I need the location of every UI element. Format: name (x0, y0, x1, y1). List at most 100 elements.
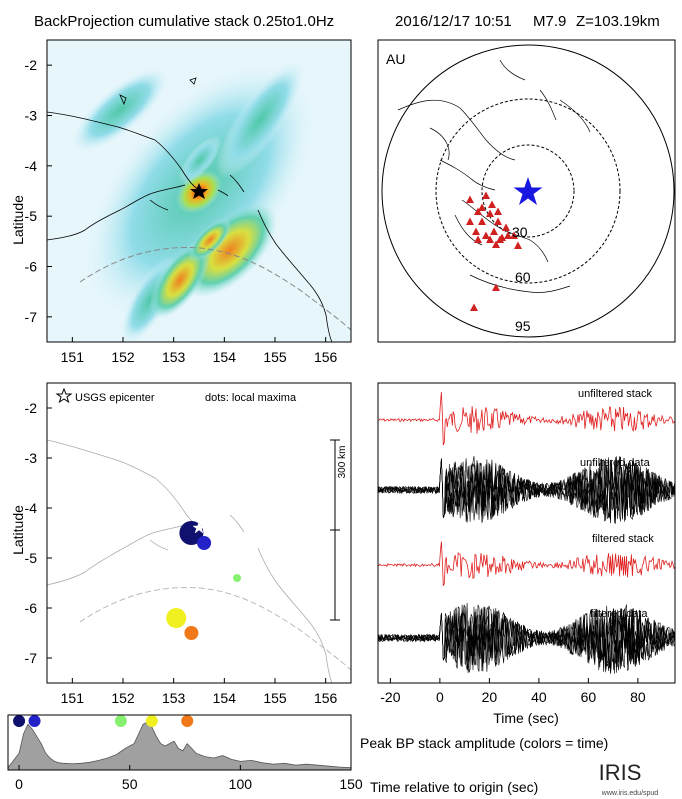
xtick-label: -20 (380, 689, 400, 705)
xtick-label: 155 (263, 349, 287, 365)
station-triangle-icon (478, 203, 486, 211)
xtick-label: 60 (581, 689, 597, 705)
traces-frame (377, 382, 676, 684)
station-triangle-icon (492, 240, 500, 248)
trace-label-unfiltered-stack: unfiltered stack (578, 388, 652, 400)
ytick-label: -7 (25, 309, 38, 325)
amplitude-xticks: 0 50 100 150 (15, 765, 363, 792)
station-triangle-icon (490, 227, 498, 235)
beam-map-ylabel: Latitude (10, 195, 26, 245)
station-triangle-icon (472, 227, 480, 235)
station-triangle-icon (496, 235, 504, 243)
trace-label-unfiltered-data: unfiltered data (580, 457, 651, 469)
xtick-label: 155 (263, 690, 287, 706)
xtick-label: 150 (339, 776, 363, 792)
traces-panel: unfiltered stack unfiltered data filtere… (377, 382, 676, 726)
figure-title: BackProjection cumulative stack 0.25to1.… (34, 13, 334, 30)
distance-ring-30 (481, 144, 575, 238)
station-triangle-icon (474, 207, 482, 215)
maxima-map-xticks: 151 152 153 154 155 156 (61, 678, 338, 706)
ytick-label: -5 (25, 208, 38, 224)
xtick-label: 153 (162, 349, 186, 365)
epicenter-star-icon (190, 183, 208, 199)
maxima-map-ylabel: Latitude (10, 505, 26, 555)
station-triangle-icon (466, 195, 474, 203)
ytick-label: -4 (25, 500, 38, 516)
world-coastlines (397, 59, 591, 293)
amplitude-panel: 0 50 100 150 Peak BP stack amplitude (color… (7, 714, 608, 795)
xtick-label: 153 (162, 690, 186, 706)
station-triangle-icon (514, 241, 522, 249)
waveform (378, 602, 675, 674)
waveform (378, 604, 675, 673)
trace-lines (378, 391, 675, 674)
maxima-epicenter-star-icon (192, 521, 206, 534)
beam-map-yticks: -2 -3 -4 -5 -6 -7 (25, 57, 52, 325)
waveform (378, 457, 675, 524)
xtick-label: 20 (482, 689, 498, 705)
ytick-label: -5 (25, 550, 38, 566)
scale-bar: 300 km (330, 439, 348, 621)
xtick-label: 151 (61, 690, 85, 706)
logo-url: www.iris.edu/spud (601, 790, 659, 797)
peak-marker-dot (28, 715, 41, 727)
maxima-map-frame (46, 382, 352, 684)
xtick-label: 100 (229, 776, 253, 792)
station-triangle-icon (474, 235, 482, 243)
amplitude-title: Peak BP stack amplitude (colors = time) (360, 735, 608, 751)
xtick-label: 40 (531, 689, 547, 705)
peak-marker-dot (13, 715, 26, 727)
waveform (378, 391, 675, 446)
ytick-label: -4 (25, 158, 38, 174)
amplitude-area (7, 721, 352, 771)
xtick-label: 0 (15, 776, 23, 792)
traces-xlabel: Time (sec) (493, 710, 559, 726)
station-triangle-icon (492, 283, 500, 291)
legend-star-icon (55, 387, 73, 404)
legend-dots: dots: local maxima (205, 392, 297, 404)
station-triangle-icon (482, 191, 490, 199)
beam-map-frame (46, 39, 352, 343)
ytick-label: -6 (25, 600, 38, 616)
event-depth: Z=103.19km (576, 13, 660, 30)
xtick-label: 156 (314, 690, 338, 706)
ring-label-60: 60 (515, 269, 531, 285)
ytick-label: -2 (25, 57, 38, 73)
xtick-label: 151 (61, 349, 85, 365)
maxima-map-yticks: -2 -3 -4 -5 -6 -7 (25, 400, 52, 666)
beam-map-panel: Latitude -2 -3 -4 -5 -6 -7 151 152 153 154 155 156 (10, 39, 352, 365)
station-triangle-icon (466, 217, 474, 225)
xtick-label: 152 (111, 349, 135, 365)
amplitude-peak-markers (13, 715, 194, 727)
event-magnitude: M7.9 (533, 13, 566, 30)
ytick-label: -3 (25, 450, 38, 466)
beam-map-xticks: 151 152 153 154 155 156 (61, 337, 338, 365)
xtick-label: 0 (436, 689, 444, 705)
xtick-label: 152 (111, 690, 135, 706)
ytick-label: -2 (25, 400, 38, 416)
station-triangle-icon (494, 207, 502, 215)
station-triangle-icon (486, 235, 494, 243)
local-maximum-dot (233, 574, 241, 582)
maxima-coastlines (46, 439, 333, 684)
trench-line (79, 247, 351, 331)
maxima-map-panel: 300 km USGS epicenter dots: local maxima… (10, 382, 352, 706)
local-maximum-dot (166, 608, 187, 628)
maxima-trench-line (79, 587, 352, 671)
amplitude-frame (7, 714, 352, 771)
local-maximum-dot (197, 536, 212, 550)
legend-epicenter: USGS epicenter (75, 392, 155, 404)
station-triangle-icon (488, 200, 496, 208)
station-triangle-icon (494, 217, 502, 225)
ytick-label: -3 (25, 108, 38, 124)
xtick-label: 154 (213, 349, 237, 365)
trace-label-filtered-data: filtered data (590, 608, 648, 620)
xtick-label: 156 (314, 349, 338, 365)
station-triangle-icon (504, 231, 512, 239)
traces-xticks: -20 0 20 40 60 80 (380, 678, 646, 705)
ring-label-30: 30 (512, 224, 528, 240)
coastlines (47, 77, 333, 342)
peak-marker-dot (114, 715, 127, 727)
ytick-label: -7 (25, 650, 38, 666)
distance-ring-95 (381, 44, 675, 338)
